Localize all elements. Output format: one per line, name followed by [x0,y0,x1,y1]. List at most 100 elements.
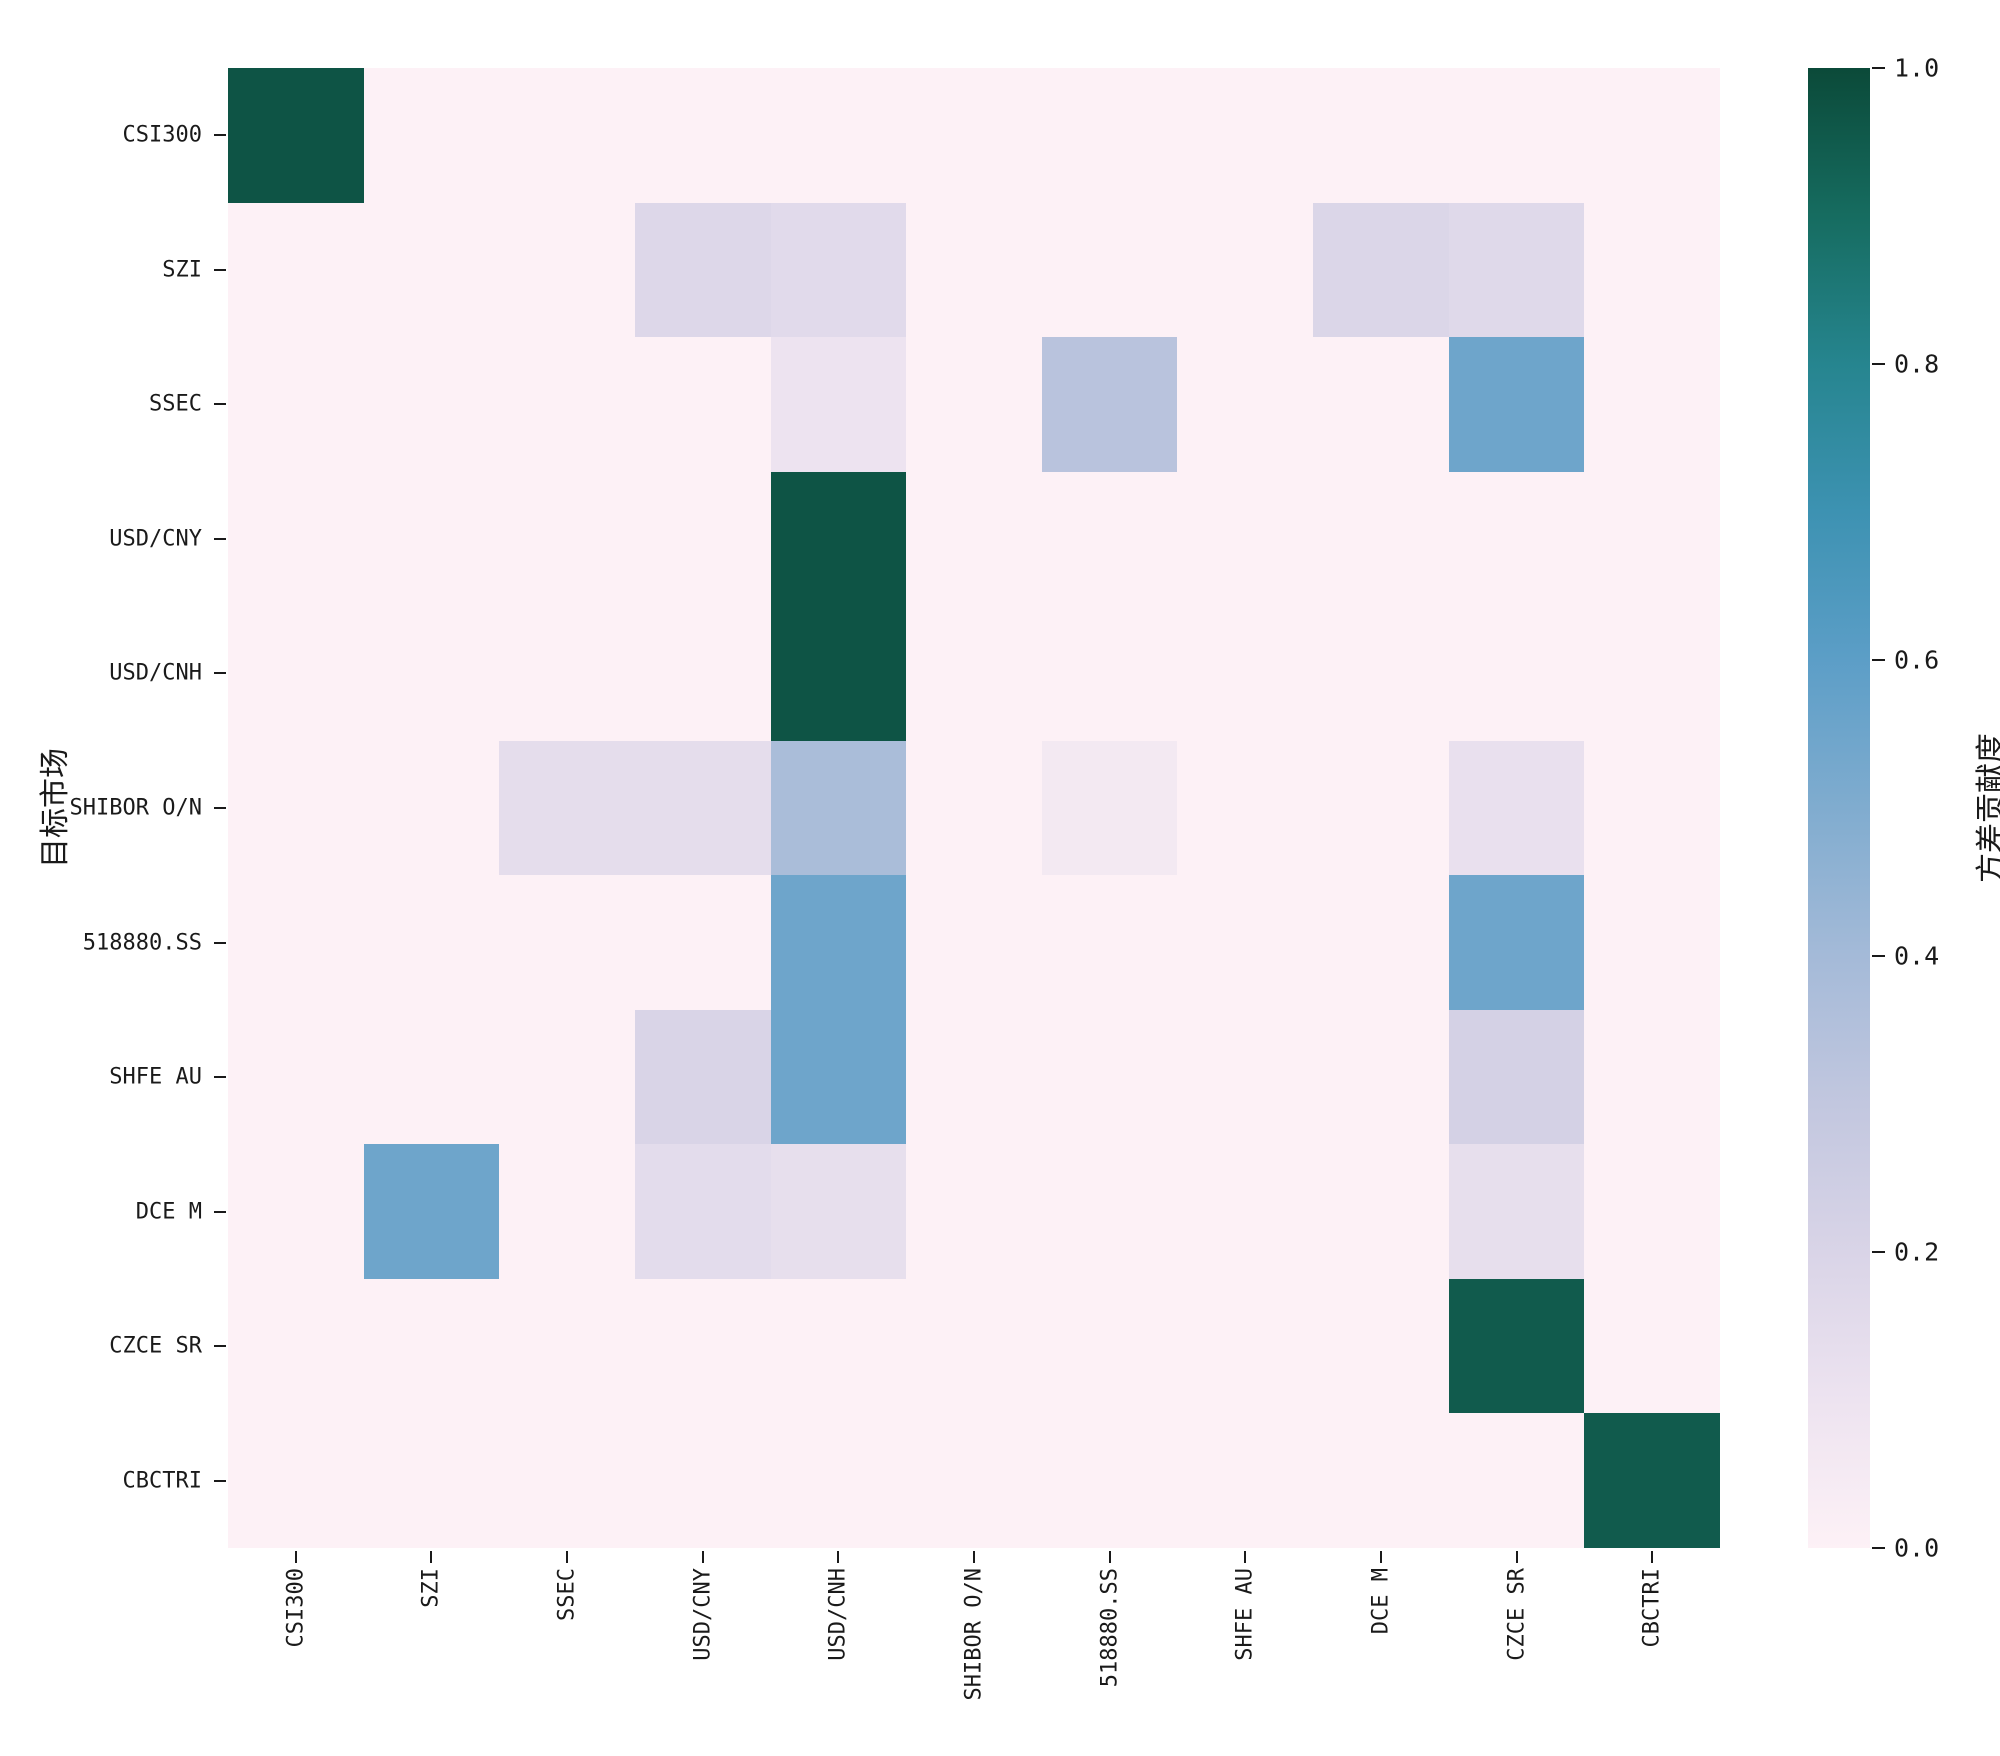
tick-mark [214,403,226,406]
heatmap-cell [1313,875,1449,1010]
x-tick-label: CZCE SR [1504,1568,1530,1661]
x-tick-label: USD/CNY [690,1568,716,1661]
heatmap-cell [499,337,635,472]
tick-mark [1515,1551,1518,1563]
heatmap-cell [906,606,1042,741]
heatmap-cell [228,875,364,1010]
tick-mark [214,537,226,540]
heatmap-cell [634,68,771,203]
colorbar-tick-label: 0.6 [1894,645,1940,675]
heatmap-cell [228,471,364,607]
heatmap-cell [1041,1144,1178,1279]
heatmap-cell [634,875,771,1010]
heatmap-cell [363,337,500,472]
heatmap-cell [363,1144,500,1279]
heatmap-cell [1448,1278,1585,1414]
heatmap-cell [1448,337,1585,472]
tick-mark [214,268,226,271]
heatmap-cell [770,1278,907,1414]
heatmap-cell [1584,471,1720,607]
heatmap-cell [1584,68,1720,203]
heatmap-cell [1177,1009,1314,1145]
heatmap-cell [1313,202,1449,338]
heatmap-cell [228,68,364,203]
colorbar [1808,68,1870,1548]
x-tick-label: 518880.SS [1097,1568,1123,1688]
y-tick-label: CSI300 [122,122,202,148]
heatmap-cell [228,740,364,876]
heatmap-cell [634,1009,771,1145]
tick-mark [214,1345,226,1348]
tick-mark [1872,67,1885,69]
heatmap-cell [1448,202,1585,338]
colorbar-tick-label: 0.4 [1894,941,1940,971]
heatmap-cell [1177,1144,1314,1279]
heatmap-cell [906,875,1042,1010]
x-tick-label: SHFE AU [1232,1568,1258,1661]
heatmap-cell [363,202,500,338]
heatmap-cell [1584,1413,1720,1548]
tick-mark [294,1551,297,1563]
heatmap-cell [499,471,635,607]
heatmap-cell [1177,875,1314,1010]
heatmap-cell [1041,68,1178,203]
heatmap-cell [906,740,1042,876]
heatmap-cell [1448,1413,1585,1548]
tick-mark [214,1479,226,1482]
heatmap-cell [1041,1278,1178,1414]
heatmap-cell [906,1009,1042,1145]
heatmap-cell [228,337,364,472]
heatmap-cell [1177,471,1314,607]
heatmap-cell [1584,875,1720,1010]
heatmap-cell [499,1144,635,1279]
heatmap-cell [634,740,771,876]
heatmap-cell [499,740,635,876]
y-tick-label: USD/CNH [109,660,202,686]
heatmap-cell [1584,337,1720,472]
x-tick-label: SSEC [554,1568,580,1621]
tick-mark [214,1210,226,1213]
heatmap-cell [1313,606,1449,741]
x-tick-label: SHIBOR O/N [961,1568,987,1701]
heatmap-cell [1584,1278,1720,1414]
tick-mark [1872,955,1885,957]
heatmap-cell [770,740,907,876]
colorbar-tick-label: 1.0 [1894,53,1940,83]
tick-mark [973,1551,975,1563]
heatmap-cell [634,1413,771,1548]
heatmap-cell [363,740,500,876]
tick-mark [1872,659,1885,661]
heatmap-cell [770,606,907,741]
heatmap-cell [1313,1413,1449,1548]
y-tick-label: SSEC [149,391,202,417]
tick-mark [214,807,226,809]
heatmap-cell [1313,1009,1449,1145]
tick-mark [1651,1551,1654,1563]
heatmap-cell [1448,1144,1585,1279]
tick-mark [1872,363,1885,365]
heatmap-cell [363,68,500,203]
heatmap-cell [499,1009,635,1145]
heatmap-cell [1041,875,1178,1010]
colorbar-tick-label: 0.2 [1894,1237,1940,1267]
heatmap-cell [499,1278,635,1414]
y-tick-label: SHFE AU [109,1064,202,1090]
heatmap-cell [1313,337,1449,472]
heatmap-cell [634,471,771,607]
heatmap-cell [1313,1144,1449,1279]
colorbar-tick-label: 0.8 [1894,349,1940,379]
tick-mark [1872,1251,1885,1253]
heatmap-cell [499,1413,635,1548]
heatmap-cell [1177,740,1314,876]
heatmap-cell [363,471,500,607]
tick-mark [837,1551,840,1563]
heatmap-cell [1041,471,1178,607]
heatmap-cell [228,606,364,741]
heatmap-cell [499,68,635,203]
heatmap-cell [1177,202,1314,338]
tick-mark [214,941,226,944]
heatmap-cell [1041,606,1178,741]
heatmap-cell [1584,740,1720,876]
heatmap-cell [906,68,1042,203]
heatmap-cell [1448,875,1585,1010]
